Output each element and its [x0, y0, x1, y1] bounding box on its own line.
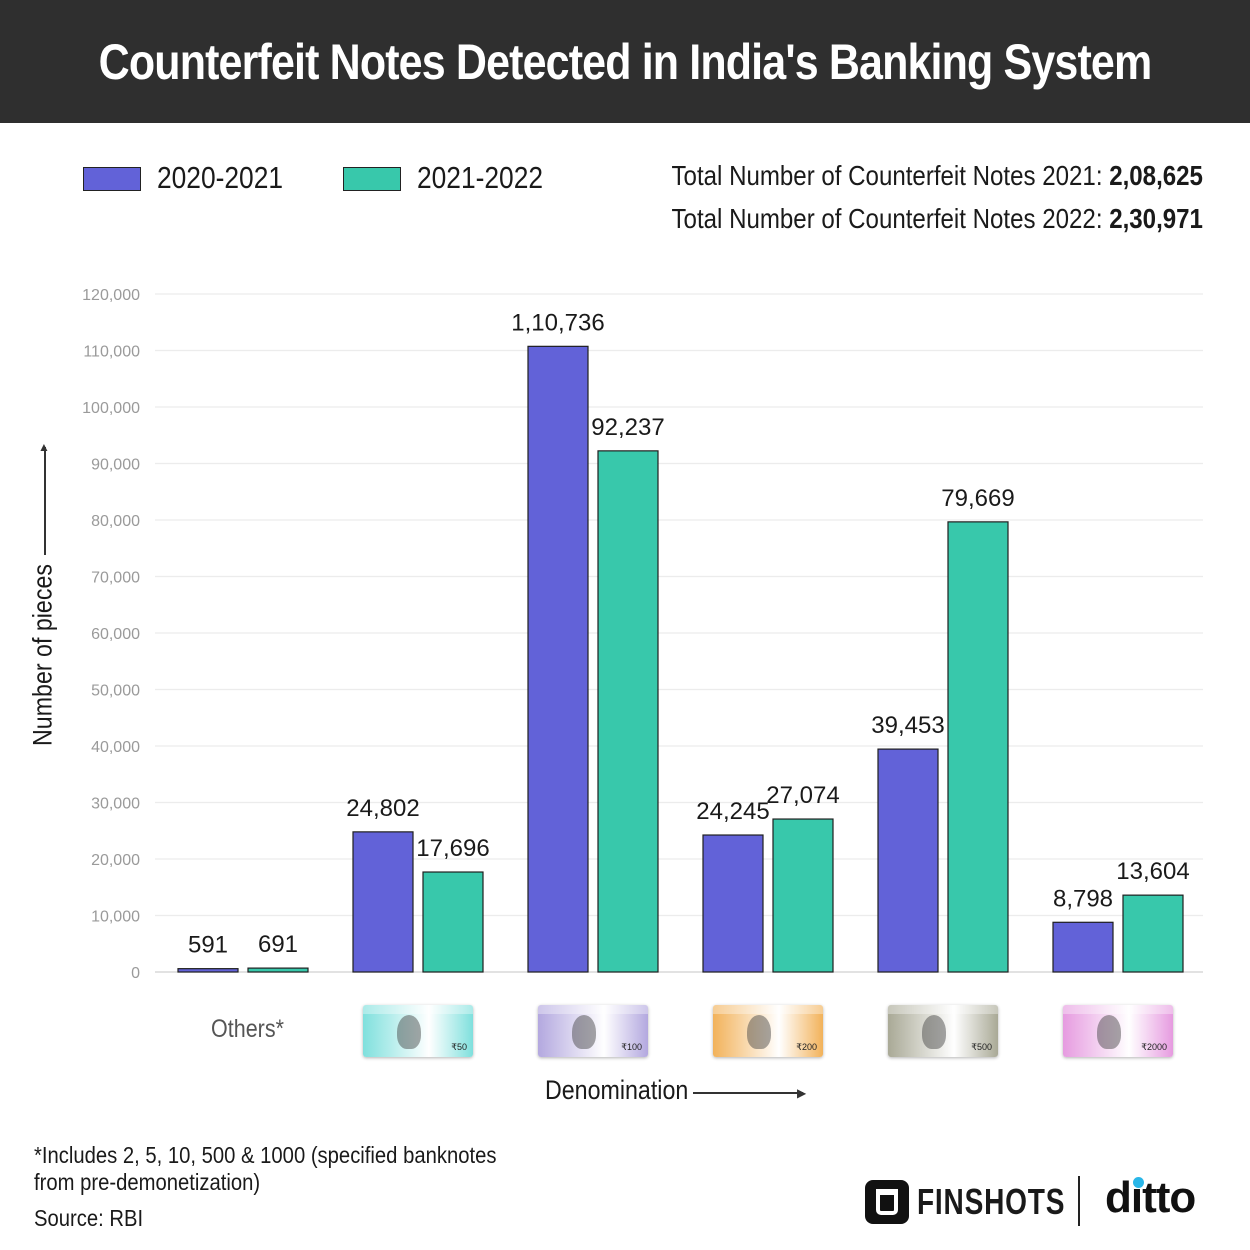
- source-note: Source: RBI: [34, 1205, 144, 1231]
- x-axis-arrow: [693, 1092, 803, 1094]
- header-bar: Counterfeit Notes Detected in India's Ba…: [0, 0, 1250, 123]
- bar-value-label: 24,802: [346, 795, 419, 822]
- ditto-wordmark: ditto: [1105, 1173, 1196, 1222]
- bar-value-label: 39,453: [871, 712, 944, 739]
- bar: [1122, 894, 1184, 973]
- banknote-image: ₹200: [713, 1005, 823, 1057]
- bar-value-label: 27,074: [766, 782, 839, 809]
- bar: [947, 521, 1009, 973]
- bar: [1052, 921, 1114, 973]
- bar: [177, 968, 239, 973]
- bar: [247, 967, 309, 973]
- bar: [527, 345, 589, 973]
- banknote-image: ₹500: [888, 1005, 998, 1057]
- x-axis-label: Denomination: [545, 1075, 689, 1105]
- category-label-others: Others*: [211, 1015, 284, 1043]
- banknote-image: ₹50: [363, 1005, 473, 1057]
- y-tick-label: 60,000: [91, 626, 140, 643]
- banknote-denomination: ₹2000: [1141, 1042, 1167, 1052]
- y-tick-label: 90,000: [91, 457, 140, 474]
- bar-value-label: 24,245: [696, 798, 769, 825]
- total-2021-label: Total Number of Counterfeit Notes 2021:: [671, 160, 1103, 191]
- bar-value-label: 8,798: [1053, 885, 1113, 912]
- gandhi-portrait-icon: [747, 1015, 771, 1049]
- y-tick-label: 120,000: [82, 287, 140, 304]
- gandhi-portrait-icon: [397, 1015, 421, 1049]
- total-2022: Total Number of Counterfeit Notes 2022: …: [672, 203, 1203, 235]
- gandhi-portrait-icon: [572, 1015, 596, 1049]
- y-tick-label: 50,000: [91, 683, 140, 700]
- y-axis-label: Number of pieces: [27, 564, 58, 746]
- ditto-dot-icon: [1133, 1177, 1144, 1188]
- chart-title: Counterfeit Notes Detected in India's Ba…: [98, 33, 1153, 90]
- banknote-band: [363, 1005, 473, 1014]
- legend-label-2020-2021: 2020-2021: [157, 160, 284, 195]
- banknote-denomination: ₹50: [451, 1042, 467, 1052]
- legend-swatch-2021-2022: [343, 167, 401, 191]
- banknote-band: [538, 1005, 648, 1014]
- legend-label-2021-2022: 2021-2022: [417, 160, 544, 195]
- banknote-band: [713, 1005, 823, 1014]
- bar-value-label: 1,10,736: [511, 309, 604, 336]
- y-axis-arrowhead-icon: ▲: [38, 440, 50, 454]
- bar-value-label: 17,696: [416, 835, 489, 862]
- bar-value-label: 13,604: [1116, 858, 1189, 885]
- legend-swatch-2020-2021: [83, 167, 141, 191]
- y-tick-label: 0: [131, 965, 140, 982]
- y-tick-label: 10,000: [91, 909, 140, 926]
- total-2022-value: 2,30,971: [1109, 203, 1203, 234]
- finshots-logo: FINSHOTS: [865, 1180, 1107, 1224]
- total-2021-value: 2,08,625: [1109, 160, 1203, 191]
- y-tick-label: 100,000: [82, 400, 140, 417]
- bar: [352, 831, 414, 973]
- bar: [877, 748, 939, 973]
- bar-value-label: 691: [258, 931, 298, 958]
- y-axis-arrow: [44, 447, 46, 555]
- bar-value-label: 79,669: [941, 485, 1014, 512]
- y-tick-label: 80,000: [91, 513, 140, 530]
- y-tick-label: 20,000: [91, 852, 140, 869]
- banknote-band: [1063, 1005, 1173, 1014]
- footnote: *Includes 2, 5, 10, 500 & 1000 (specifie…: [34, 1142, 497, 1195]
- finshots-cup-icon: [865, 1180, 909, 1224]
- total-2021: Total Number of Counterfeit Notes 2021: …: [672, 160, 1203, 192]
- banknote-image: ₹100: [538, 1005, 648, 1057]
- y-tick-label: 110,000: [83, 344, 140, 361]
- bar-value-label: 591: [188, 932, 228, 959]
- bar-value-label: 92,237: [591, 414, 664, 441]
- banknote-image: ₹2000: [1063, 1005, 1173, 1057]
- banknote-denomination: ₹500: [971, 1042, 992, 1052]
- banknote-denomination: ₹200: [796, 1042, 817, 1052]
- bar: [772, 818, 834, 973]
- banknote-denomination: ₹100: [621, 1042, 642, 1052]
- finshots-wordmark: FINSHOTS: [917, 1181, 1066, 1222]
- total-2022-label: Total Number of Counterfeit Notes 2022:: [671, 203, 1103, 234]
- y-tick-label: 30,000: [91, 796, 140, 813]
- brand-divider: [1078, 1176, 1080, 1226]
- x-axis-arrowhead-icon: ▶: [797, 1086, 807, 1100]
- bar: [422, 871, 484, 973]
- gandhi-portrait-icon: [1097, 1015, 1121, 1049]
- y-tick-label: 70,000: [91, 570, 140, 587]
- y-tick-label: 40,000: [91, 739, 140, 756]
- bar: [702, 834, 764, 973]
- gandhi-portrait-icon: [922, 1015, 946, 1049]
- bar: [597, 450, 659, 973]
- banknote-band: [888, 1005, 998, 1014]
